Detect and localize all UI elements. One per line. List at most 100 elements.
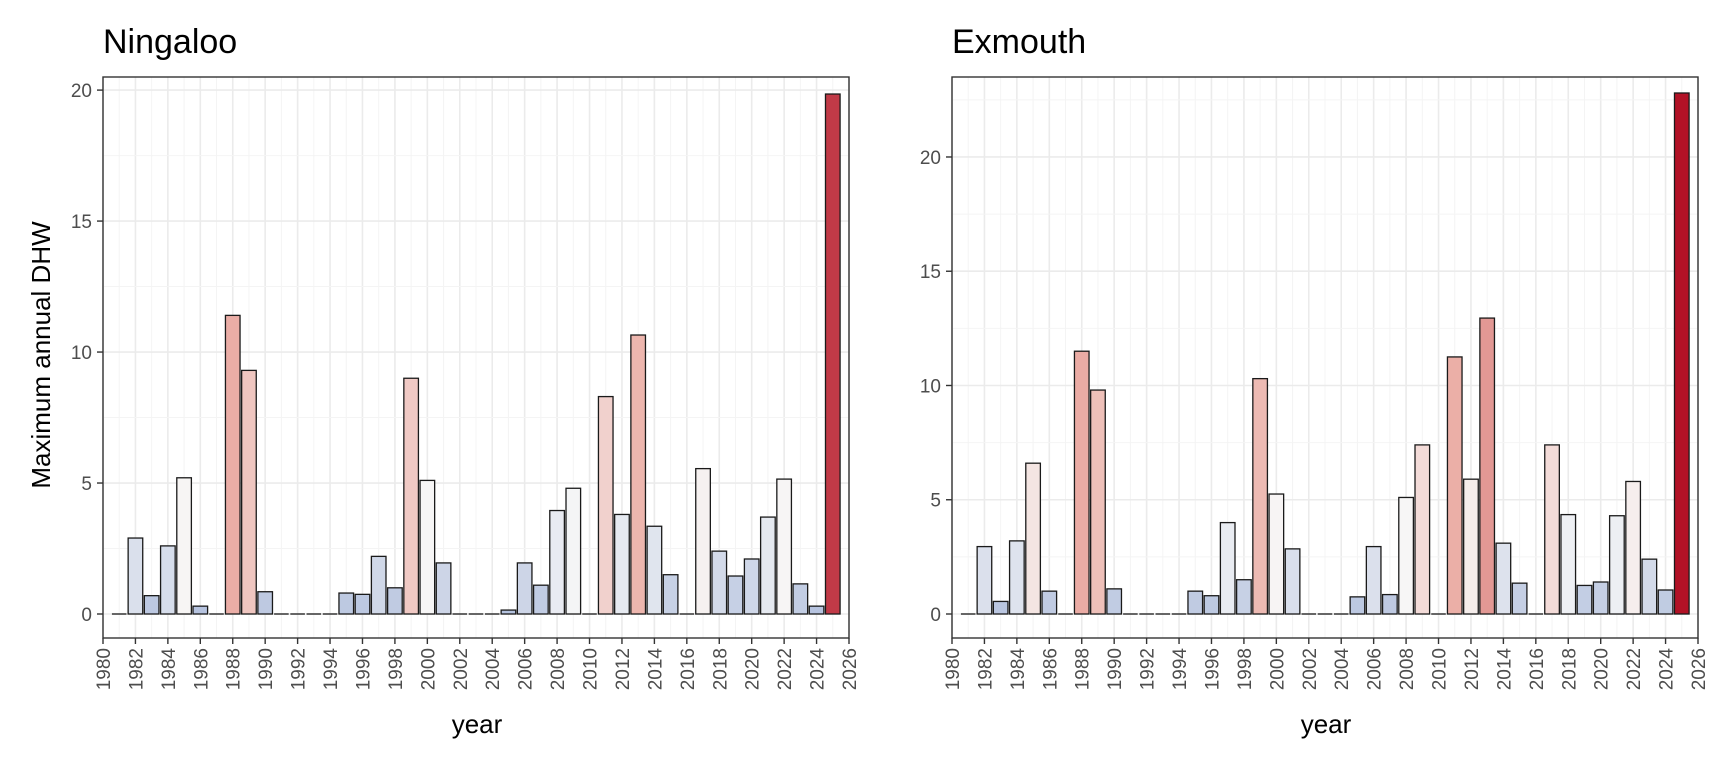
ningaloo-bar-2007: [532, 584, 549, 615]
exmouth-bar-2009: [1414, 444, 1431, 615]
exmouth-bar-2012: [1463, 478, 1479, 615]
ningaloo-bar-1989: [241, 369, 257, 615]
ningaloo-x-tick-label: 2004: [483, 648, 504, 691]
exmouth-x-tick-label: 2006: [1365, 648, 1386, 690]
ningaloo-panel: Ningaloo Maximum annual DHW year 0 5 10 15 2…: [26, 23, 861, 739]
ningaloo-bar-2009: [565, 487, 582, 615]
exmouth-y-tick-label: 5: [930, 491, 941, 512]
exmouth-bar-1999: [1252, 377, 1269, 615]
ningaloo-bar-1999: [403, 377, 420, 615]
exmouth-bar-2024: [1657, 589, 1674, 615]
exmouth-x-tick-label: 2022: [1624, 648, 1645, 690]
ningaloo-x-tick-label: 2024: [808, 648, 829, 691]
exmouth-bar-2020: [1592, 581, 1609, 615]
exmouth-x-tick-label: 1988: [1073, 648, 1094, 690]
exmouth-x-tick-label: 1992: [1138, 648, 1159, 690]
exmouth-y-tick-label: 0: [930, 605, 941, 626]
ningaloo-bar-2013: [630, 334, 647, 615]
exmouth-bar-2006: [1365, 545, 1382, 615]
ningaloo-x-tick-label: 1984: [159, 648, 180, 691]
exmouth-x-tick-label: 2024: [1657, 648, 1678, 691]
exmouth-bar-1996: [1203, 595, 1220, 615]
exmouth-bar-2018: [1560, 513, 1577, 615]
ningaloo-bar-2020: [743, 558, 760, 615]
exmouth-bar-1989: [1090, 389, 1106, 615]
exmouth-x-tick-label: 2008: [1397, 648, 1418, 690]
ningaloo-bar-2018: [711, 550, 728, 615]
ningaloo-bar-2001: [435, 562, 452, 615]
ningaloo-bar-1984: [159, 545, 176, 615]
exmouth-bar-2014: [1495, 542, 1512, 615]
exmouth-bar-2011: [1446, 356, 1463, 615]
ningaloo-bars: [111, 93, 841, 615]
exmouth-bar-1984: [1008, 540, 1025, 615]
ningaloo-x-tick-label: 1988: [224, 648, 245, 690]
ningaloo-x-tick-label: 1986: [191, 648, 212, 690]
exmouth-x-tick-label: 2000: [1267, 648, 1288, 690]
exmouth-x-tick-label: 2018: [1559, 648, 1580, 690]
ningaloo-bar-1983: [143, 595, 160, 615]
exmouth-bar-2013: [1479, 317, 1496, 615]
exmouth-bar-2021: [1608, 515, 1625, 615]
ningaloo-x-tick-label: 1982: [126, 648, 147, 690]
ningaloo-bar-2000: [419, 479, 436, 615]
exmouth-x-tick-label: 1982: [975, 648, 996, 690]
ningaloo-bar-2011: [597, 395, 614, 615]
exmouth-x-tick-label: 1996: [1202, 648, 1223, 690]
ningaloo-bar-2021: [759, 516, 776, 615]
ningaloo-bar-1997: [370, 555, 387, 615]
exmouth-panel-title: Exmouth: [952, 23, 1086, 61]
exmouth-bar-1983: [992, 600, 1009, 615]
ningaloo-x-tick-label: 2018: [710, 648, 731, 690]
exmouth-x-tick-label: 1986: [1040, 648, 1061, 690]
exmouth-bar-2001: [1284, 548, 1301, 615]
exmouth-bar-2005: [1349, 596, 1366, 615]
exmouth-y-tick-label: 10: [920, 376, 941, 397]
exmouth-panel-border: [951, 76, 1699, 639]
exmouth-bar-1995: [1187, 590, 1204, 615]
ningaloo-x-tick-label: 2020: [743, 648, 764, 690]
exmouth-x-tick-label: 2014: [1494, 648, 1515, 691]
ningaloo-x-tick-label: 2010: [581, 648, 602, 690]
exmouth-bar-1982: [976, 545, 993, 615]
ningaloo-bar-1990: [257, 591, 274, 615]
exmouth-bar-2017: [1544, 444, 1560, 615]
exmouth-y-tick-label: 15: [920, 262, 941, 283]
ningaloo-bar-2022: [776, 478, 793, 615]
exmouth-axes: 0 5 10 15 20 1980 1982 1984 1986 1988 1990 1992 1994…: [920, 76, 1710, 691]
ningaloo-bar-2012: [614, 513, 630, 615]
ningaloo-x-tick-label: 1980: [94, 648, 115, 690]
exmouth-panel: Exmouth year 0 5 10 15 20 1980 1982 1984 1986 198…: [920, 23, 1710, 739]
exmouth-bar-2000: [1268, 493, 1285, 615]
ningaloo-bar-2019: [727, 575, 744, 615]
exmouth-x-tick-label: 1990: [1105, 648, 1126, 690]
exmouth-bar-1985: [1025, 462, 1042, 615]
exmouth-bar-2023: [1641, 558, 1658, 615]
exmouth-x-axis-title: year: [1301, 709, 1352, 739]
ningaloo-y-tick-label: 20: [71, 81, 92, 102]
exmouth-bar-1988: [1073, 350, 1090, 615]
ningaloo-y-tick-label: 10: [71, 343, 92, 364]
ningaloo-bar-1996: [354, 593, 371, 615]
ningaloo-bar-2017: [695, 467, 711, 615]
ningaloo-bar-1995: [338, 592, 355, 615]
ningaloo-x-tick-label: 2002: [451, 648, 472, 690]
ningaloo-bar-1998: [386, 587, 403, 615]
ningaloo-axes: 0 5 10 15 20 1980 1982 1984 1986 1988 1990 1992 1994…: [71, 76, 861, 691]
ningaloo-bar-2025: [824, 93, 841, 615]
ningaloo-bar-2024: [808, 605, 825, 615]
ningaloo-bar-2023: [792, 583, 809, 615]
ningaloo-panel-border: [102, 76, 850, 639]
ningaloo-y-tick-label: 5: [81, 474, 92, 495]
ningaloo-bar-2008: [549, 509, 566, 615]
ningaloo-x-tick-label: 2006: [516, 648, 537, 690]
ningaloo-bar-1985: [176, 477, 193, 615]
exmouth-bar-2019: [1576, 584, 1593, 615]
ningaloo-x-tick-label: 2012: [613, 648, 634, 690]
exmouth-bar-2015: [1511, 582, 1528, 615]
exmouth-x-tick-label: 2026: [1689, 648, 1710, 690]
ningaloo-x-tick-label: 2022: [775, 648, 796, 690]
ningaloo-x-tick-label: 2000: [418, 648, 439, 690]
